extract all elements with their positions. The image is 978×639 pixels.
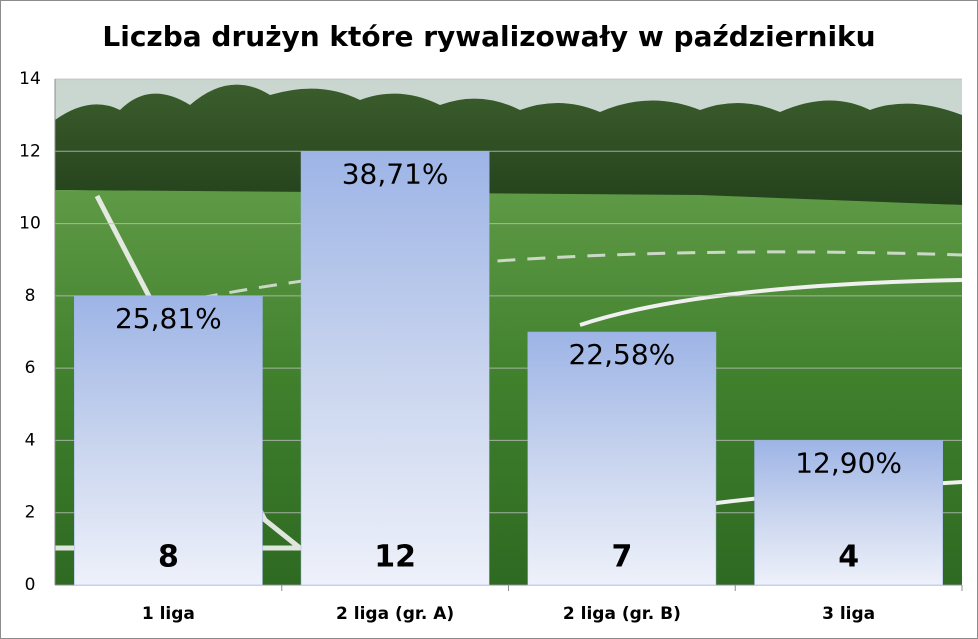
x-tick-label: 2 liga (gr. A) — [336, 604, 454, 624]
share-label: 12,90% — [795, 446, 902, 479]
share-label: 22,58% — [568, 338, 675, 371]
y-tick-label: 0 — [25, 575, 36, 595]
y-tick-label: 6 — [25, 358, 36, 378]
y-tick-label: 4 — [25, 430, 36, 450]
value-label: 12 — [374, 540, 416, 575]
share-label: 25,81% — [115, 302, 222, 335]
x-tick-label: 2 liga (gr. B) — [563, 604, 681, 624]
bar — [300, 151, 490, 586]
y-tick-label: 10 — [19, 214, 41, 234]
x-tick-label: 3 liga — [822, 604, 875, 624]
y-tick-label: 14 — [19, 69, 41, 89]
share-label: 38,71% — [342, 157, 449, 190]
y-tick-label: 12 — [19, 141, 41, 161]
value-label: 4 — [838, 540, 859, 575]
value-label: 7 — [611, 540, 632, 575]
value-label: 8 — [158, 540, 179, 575]
bar — [754, 440, 943, 586]
chart-title: Liczba drużyn które rywalizowały w paźdz… — [102, 20, 875, 53]
y-tick-label: 2 — [25, 503, 36, 523]
bar — [74, 295, 263, 586]
x-tick-label: 1 liga — [142, 604, 195, 624]
bar — [527, 331, 717, 586]
y-tick-label: 8 — [25, 286, 36, 306]
